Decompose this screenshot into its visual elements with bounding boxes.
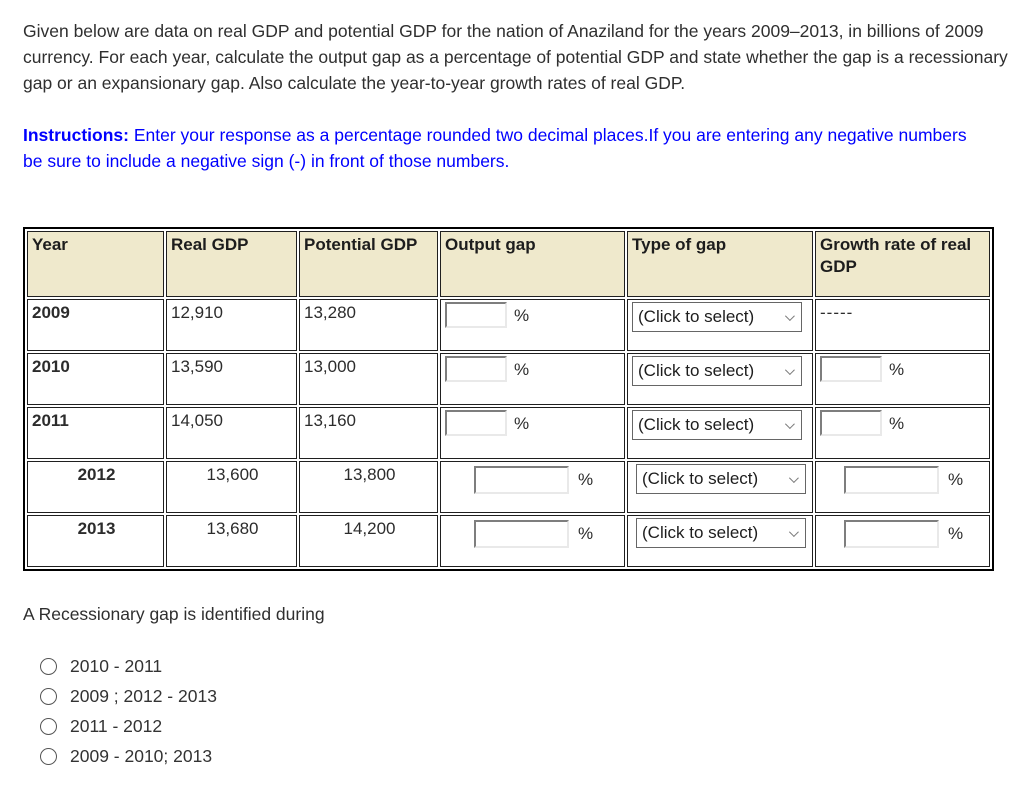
real-gdp-cell: 13,590 [166,353,297,405]
real-gdp-cell: 12,910 [166,299,297,351]
question-text: A Recessionary gap is identified during [23,604,325,624]
instructions-label: Instructions: [23,125,129,145]
column-header: Type of gap [627,231,813,297]
output-gap-cell: % [440,299,625,351]
table-row: 2012 13,600 13,800% (Click to select)% [27,461,990,513]
chevron-down-icon [788,526,799,537]
column-header: Growth rate of real GDP [815,231,990,297]
table-header-row: Year Real GDP Potential GDP Output gap Type … [27,231,990,297]
instructions: Instructions: Enter your response as a p… [23,122,975,174]
output-gap-cell: % [440,353,625,405]
type-of-gap-select[interactable]: (Click to select) [636,518,806,548]
percent-sign: % [947,470,964,489]
percent-sign: % [577,524,594,543]
output-gap-input[interactable] [473,520,569,548]
select-value: (Click to select) [638,307,755,326]
real-gdp-cell: 14,050 [166,407,297,459]
potential-gdp-cell: 13,000 [299,353,438,405]
table-row: 2013 13,680 14,200% (Click to select)% [27,515,990,567]
radio-option[interactable]: 2011 - 2012 [40,711,1024,741]
output-gap-input[interactable] [445,302,507,328]
type-of-gap-cell: (Click to select) [627,461,813,513]
type-of-gap-select[interactable]: (Click to select) [632,410,802,440]
radio-icon[interactable] [40,657,57,675]
output-gap-input[interactable] [473,466,569,494]
table-row: 2010 13,590 13,000% (Click to select)% [27,353,990,405]
option-label: 2009 ; 2012 - 2013 [70,685,217,706]
table-row: 2009 12,910 13,280% (Click to select) ----- [27,299,990,351]
output-gap-cell: % [440,407,625,459]
radio-icon[interactable] [40,717,57,735]
radio-group: 2010 - 2011 2009 ; 2012 - 2013 2011 - 2012… [40,651,1024,771]
growth-rate-input[interactable] [820,356,882,382]
radio-icon[interactable] [40,747,57,765]
type-of-gap-cell: (Click to select) [627,407,813,459]
quiz-page: Given below are data on real GDP and pot… [23,21,1024,771]
real-gdp-cell: 13,600 [166,461,297,513]
radio-option[interactable]: 2009 - 2010; 2013 [40,741,1024,771]
growth-rate-input[interactable] [820,410,882,436]
year-cell: 2011 [27,407,164,459]
select-value: (Click to select) [642,523,759,542]
output-gap-input[interactable] [445,410,507,436]
percent-sign: % [889,414,905,433]
growth-rate-input[interactable] [843,520,939,548]
radio-icon[interactable] [40,687,57,705]
gdp-table: Year Real GDP Potential GDP Output gap Type … [23,227,994,571]
column-header: Output gap [440,231,625,297]
growth-rate-cell: % [815,461,990,513]
potential-gdp-cell: 13,160 [299,407,438,459]
problem-statement: Given below are data on real GDP and pot… [23,21,1008,93]
column-header: Year [27,231,164,297]
percent-sign: % [889,360,905,379]
output-gap-input[interactable] [445,356,507,382]
growth-rate-placeholder: ----- [820,303,854,322]
real-gdp-cell: 13,680 [166,515,297,567]
chevron-down-icon [784,364,795,375]
year-cell: 2013 [27,515,164,567]
potential-gdp-cell: 13,800 [299,461,438,513]
chevron-down-icon [788,472,799,483]
potential-gdp-cell: 14,200 [299,515,438,567]
column-header: Real GDP [166,231,297,297]
growth-rate-cell: % [815,407,990,459]
percent-sign: % [947,524,964,543]
growth-rate-cell: % [815,353,990,405]
year-cell: 2010 [27,353,164,405]
type-of-gap-select[interactable]: (Click to select) [632,302,802,332]
percent-sign: % [514,414,530,433]
percent-sign: % [577,470,594,489]
select-value: (Click to select) [642,469,759,488]
chevron-down-icon [784,418,795,429]
output-gap-cell: % [440,461,625,513]
type-of-gap-cell: (Click to select) [627,299,813,351]
growth-rate-input[interactable] [843,466,939,494]
option-label: 2010 - 2011 [70,655,163,676]
type-of-gap-select[interactable]: (Click to select) [632,356,802,386]
column-header: Potential GDP [299,231,438,297]
percent-sign: % [514,306,530,325]
instructions-text: Enter your response as a percentage roun… [23,125,967,171]
radio-option[interactable]: 2010 - 2011 [40,651,1024,681]
select-value: (Click to select) [638,361,755,380]
chevron-down-icon [784,310,795,321]
type-of-gap-select[interactable]: (Click to select) [636,464,806,494]
year-cell: 2009 [27,299,164,351]
percent-sign: % [514,360,530,379]
potential-gdp-cell: 13,280 [299,299,438,351]
radio-option[interactable]: 2009 ; 2012 - 2013 [40,681,1024,711]
type-of-gap-cell: (Click to select) [627,353,813,405]
select-value: (Click to select) [638,415,755,434]
year-cell: 2012 [27,461,164,513]
option-label: 2009 - 2010; 2013 [70,745,213,766]
growth-rate-cell: % [815,515,990,567]
output-gap-cell: % [440,515,625,567]
type-of-gap-cell: (Click to select) [627,515,813,567]
option-label: 2011 - 2012 [70,715,163,736]
growth-rate-cell: ----- [815,299,990,351]
table-row: 2011 14,050 13,160% (Click to select)% [27,407,990,459]
